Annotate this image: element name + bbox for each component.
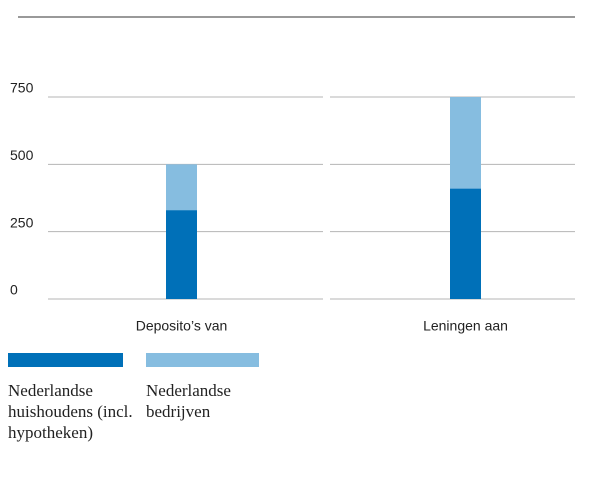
x-tick-label: Deposito’s van — [136, 318, 228, 334]
bar-segment — [166, 164, 197, 211]
legend-label: Nederlandse huishoudens (incl. hypotheke… — [8, 381, 133, 442]
x-tick-label: Leningen aan — [423, 318, 508, 334]
y-tick-label: 750 — [10, 80, 34, 96]
legend-swatch — [146, 353, 259, 367]
legend-label: Nederlandse bedrijven — [146, 381, 231, 421]
y-tick-label: 0 — [10, 282, 18, 298]
bar-segment — [166, 210, 197, 299]
bar-segment — [450, 97, 481, 189]
legend-swatch — [8, 353, 123, 367]
y-tick-label: 500 — [10, 147, 34, 163]
bar-segment — [450, 188, 481, 299]
y-tick-label: 250 — [10, 214, 34, 230]
